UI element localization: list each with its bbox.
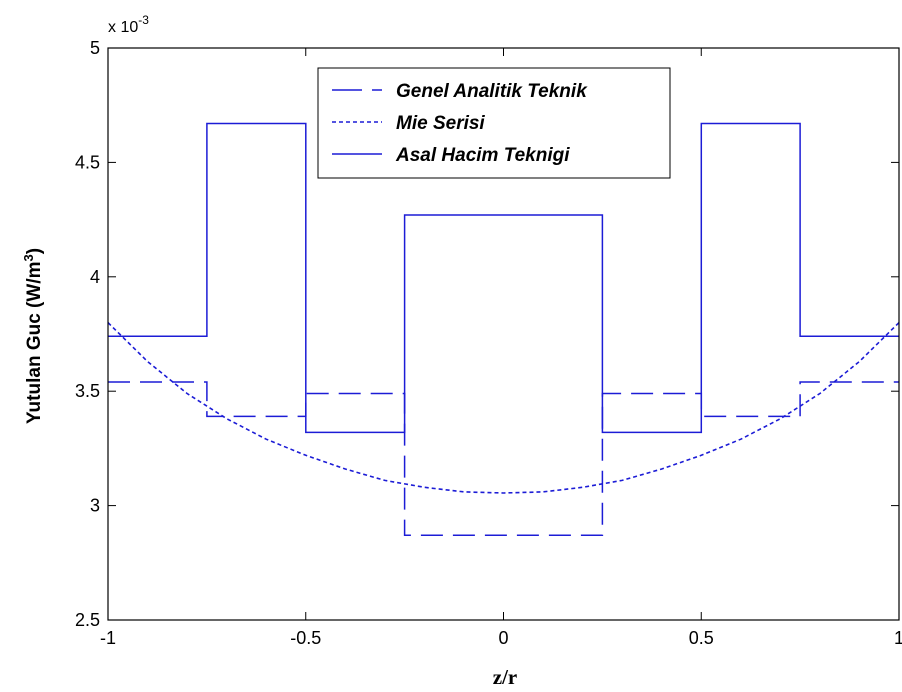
y-tick-label: 5 xyxy=(90,38,100,58)
y-multiplier-label: x 10-3 xyxy=(108,13,149,36)
x-tick-label: 1 xyxy=(894,628,902,648)
y-axis-label: Yutulan Guc (W/m3) xyxy=(21,248,45,424)
y-tick-label: 4 xyxy=(90,267,100,287)
x-tick-label: 0 xyxy=(498,628,508,648)
legend: Genel Analitik Teknik Mie Serisi Asal Haci… xyxy=(317,67,671,179)
legend-box xyxy=(317,67,671,179)
legend-entry-2: Mie Serisi xyxy=(396,113,485,134)
legend-entry-3: Asal Hacim Teknigi xyxy=(395,145,570,166)
x-tick-label: -0.5 xyxy=(290,628,321,648)
y-tick-label: 2.5 xyxy=(75,610,100,630)
tick-labels: -1 -0.5 0 0.5 1 2.5 3 3.5 4 4.5 5 xyxy=(75,38,902,648)
legend-entry-1: Genel Analitik Teknik xyxy=(396,81,588,102)
y-tick-label: 3 xyxy=(90,496,100,516)
axes-group xyxy=(107,47,900,621)
x-axis-label: z/r xyxy=(493,665,517,689)
series-line-3 xyxy=(108,122,899,434)
x-tick-label: -1 xyxy=(100,628,116,648)
series-group xyxy=(107,122,900,537)
x-tick-label: 0.5 xyxy=(689,628,714,648)
y-tick-label: 3.5 xyxy=(75,381,100,401)
y-tick-label: 4.5 xyxy=(75,152,100,172)
series-line-2 xyxy=(107,322,900,494)
